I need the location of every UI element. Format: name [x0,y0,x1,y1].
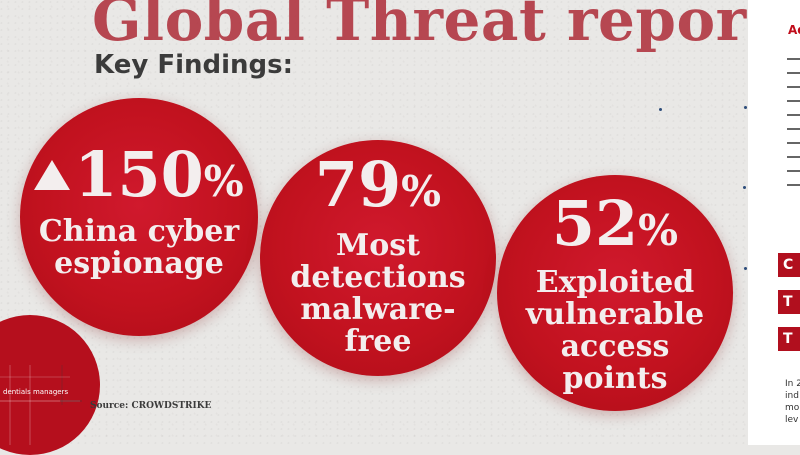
finding-label: Most detections malware- free [250,230,506,358]
finding-stat: 150% [20,144,258,206]
decorative-dot [743,186,746,189]
finding-circle-vulnerabilities: 52% Exploited vulnerable access points [497,175,733,411]
finding-label-line: Exploited [535,265,695,300]
finding-stat: 52% [497,193,733,255]
finding-label-line: espionage [54,246,224,281]
finding-value: 150 [74,138,204,211]
side-panel-footer-line: lev [785,415,799,425]
finding-label-line: detections [290,260,466,295]
side-panel-box: C [778,253,800,277]
side-panel-footer-line: mo [785,403,800,413]
finding-value: 52 [551,187,639,260]
finding-circle-china: 150% China cyber espionage [20,98,258,336]
finding-value: 79 [314,148,402,221]
finding-label-line: free [344,324,412,359]
finding-unit: % [401,167,442,216]
side-panel-footer: In 2 ind mo lev [785,378,800,426]
finding-unit: % [203,157,244,206]
up-triangle-icon [34,160,71,190]
side-panel-text-lines [787,58,800,198]
source-credit: Source: CROWDSTRIKE [90,401,212,411]
finding-stat: 79% [260,154,496,216]
page-subtitle: Key Findings: [94,50,294,80]
side-panel-footer-line: ind [785,391,799,401]
finding-label-line: malware- [300,292,456,327]
finding-label-line: Most [336,228,420,263]
background-caption: dentials managers [3,388,69,396]
finding-label-line: vulnerable [525,297,705,332]
decorative-dot [659,108,662,111]
finding-circle-malware-free: 79% Most detections malware- free [260,140,496,376]
side-panel-box: T [778,327,800,351]
decorative-dot [744,106,747,109]
finding-unit: % [638,206,679,255]
finding-label: China cyber espionage [10,216,268,280]
finding-label-line: China cyber [38,214,240,249]
page-title: Global Threat report [92,0,775,54]
decorative-dot [744,267,747,270]
side-panel-heading: Ad [788,23,800,37]
side-article-panel: Ad [748,0,800,445]
side-panel-box: T [778,290,800,314]
finding-label-line: points [562,361,668,396]
decorative-grid-lines [0,365,82,445]
finding-label-line: access [560,329,670,364]
side-panel-footer-line: In 2 [785,379,800,389]
finding-label: Exploited vulnerable access points [487,267,743,395]
